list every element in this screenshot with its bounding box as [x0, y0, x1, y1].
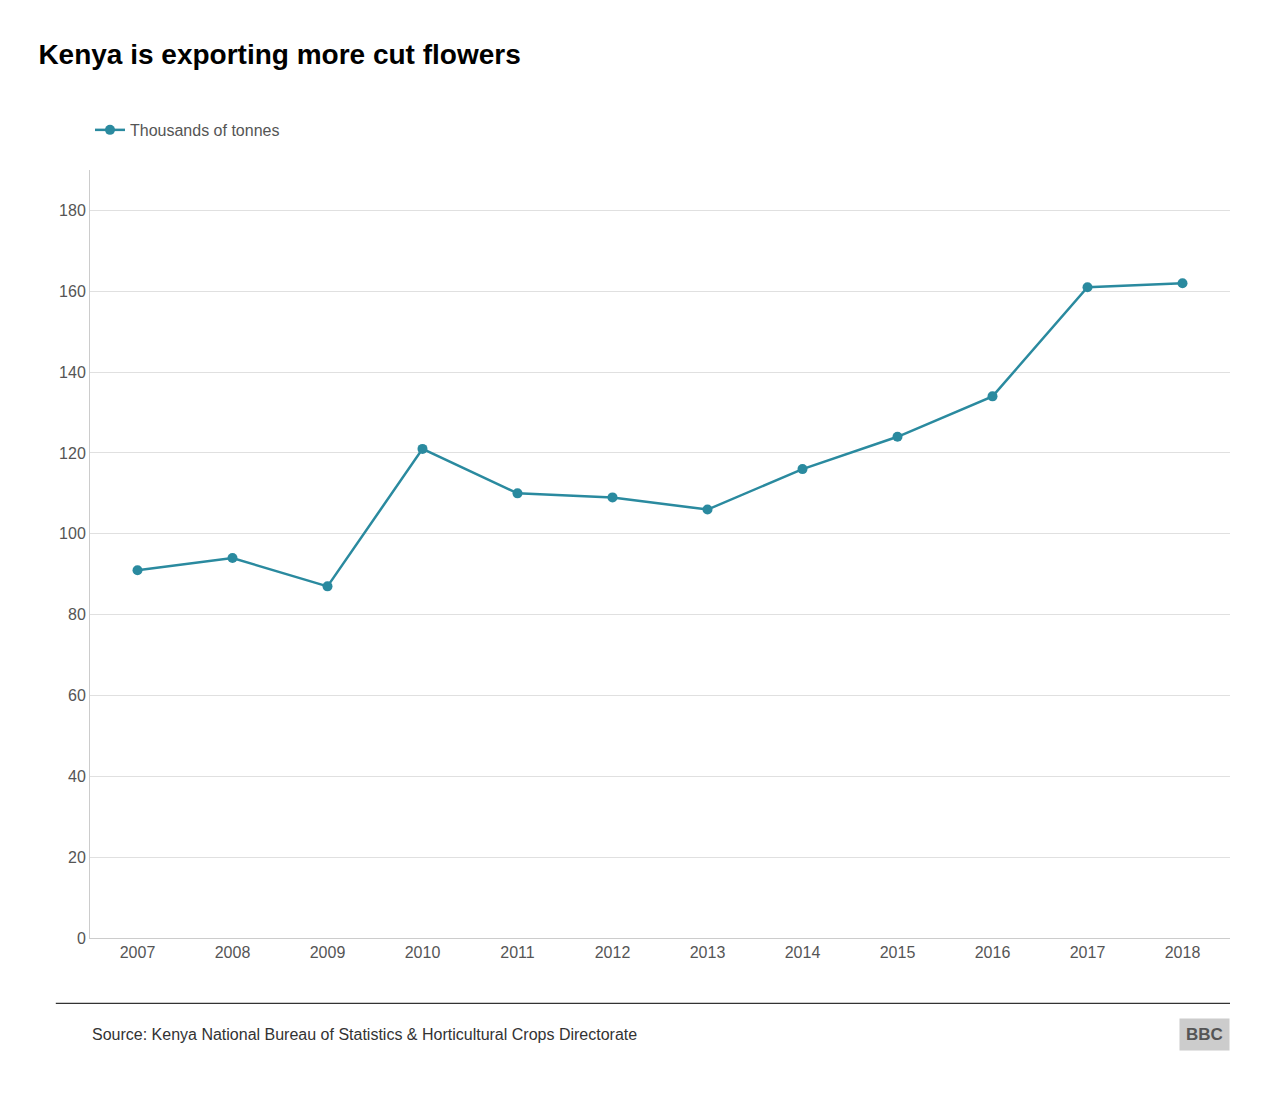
svg-text:Thousands of tonnes: Thousands of tonnes: [130, 122, 279, 139]
svg-text:BBC: BBC: [1186, 1025, 1223, 1044]
svg-text:120: 120: [59, 445, 86, 462]
svg-text:20: 20: [68, 849, 86, 866]
svg-text:0: 0: [77, 930, 86, 947]
svg-text:140: 140: [59, 364, 86, 381]
svg-text:80: 80: [68, 606, 86, 623]
svg-text:Source: Kenya National Bureau: Source: Kenya National Bureau of Statist…: [92, 1026, 637, 1043]
svg-text:60: 60: [68, 687, 86, 704]
svg-text:2013: 2013: [690, 944, 726, 961]
svg-text:2007: 2007: [120, 944, 156, 961]
svg-text:2017: 2017: [1070, 944, 1106, 961]
svg-text:2015: 2015: [880, 944, 916, 961]
svg-text:2012: 2012: [595, 944, 631, 961]
svg-text:100: 100: [59, 525, 86, 542]
svg-text:40: 40: [68, 768, 86, 785]
svg-text:2010: 2010: [405, 944, 441, 961]
svg-text:2016: 2016: [975, 944, 1011, 961]
svg-text:180: 180: [59, 202, 86, 219]
svg-text:2018: 2018: [1165, 944, 1201, 961]
svg-text:2014: 2014: [785, 944, 821, 961]
svg-text:Kenya is exporting more cut fl: Kenya is exporting more cut flowers: [38, 39, 520, 70]
svg-text:2008: 2008: [215, 944, 251, 961]
svg-text:2011: 2011: [500, 944, 535, 961]
svg-text:160: 160: [59, 283, 86, 300]
svg-text:2009: 2009: [310, 944, 346, 961]
